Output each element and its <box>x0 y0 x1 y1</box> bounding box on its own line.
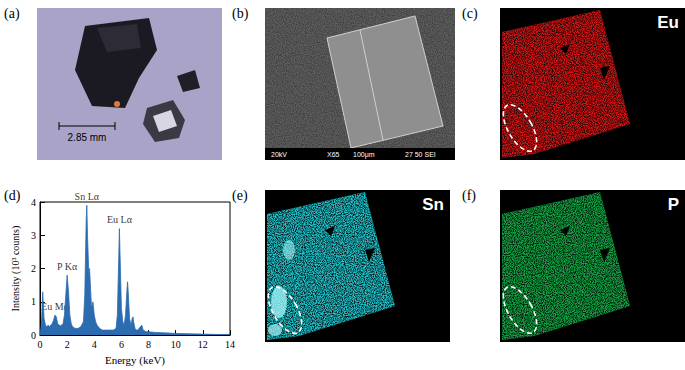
svg-text:20kV: 20kV <box>271 151 287 158</box>
svg-text:Intensity (10³ counts): Intensity (10³ counts) <box>10 226 22 312</box>
svg-text:Sn: Sn <box>422 195 444 214</box>
svg-text:1: 1 <box>31 296 36 307</box>
svg-text:14: 14 <box>225 339 235 350</box>
svg-text:10: 10 <box>171 339 181 350</box>
svg-text:P Kα: P Kα <box>57 261 78 272</box>
svg-text:27 50 SEI: 27 50 SEI <box>405 151 436 158</box>
svg-text:4: 4 <box>92 339 97 350</box>
svg-text:2: 2 <box>65 339 70 350</box>
svg-text:8: 8 <box>146 339 151 350</box>
svg-text:3: 3 <box>31 230 36 241</box>
svg-text:P: P <box>668 195 679 214</box>
svg-text:2: 2 <box>31 263 36 274</box>
svg-text:0: 0 <box>38 339 43 350</box>
svg-text:Eu: Eu <box>657 13 679 32</box>
svg-text:0: 0 <box>31 330 36 341</box>
svg-text:(c): (c) <box>462 6 478 22</box>
svg-text:(b): (b) <box>232 6 249 22</box>
svg-text:(a): (a) <box>4 6 20 22</box>
svg-text:Energy (keV): Energy (keV) <box>105 354 165 367</box>
svg-text:2.85 mm: 2.85 mm <box>68 132 107 143</box>
svg-text:X65: X65 <box>327 151 340 158</box>
svg-text:(e): (e) <box>232 188 248 204</box>
svg-text:Eu Lα: Eu Lα <box>107 214 133 225</box>
svg-text:(f): (f) <box>462 188 476 204</box>
svg-text:100μm: 100μm <box>353 151 375 159</box>
svg-text:(d): (d) <box>4 188 21 204</box>
svg-text:12: 12 <box>198 339 208 350</box>
svg-text:Eu Mα: Eu Mα <box>41 301 69 312</box>
svg-text:Sn Lα: Sn Lα <box>75 191 100 202</box>
svg-text:6: 6 <box>119 339 124 350</box>
svg-text:4: 4 <box>31 197 36 208</box>
